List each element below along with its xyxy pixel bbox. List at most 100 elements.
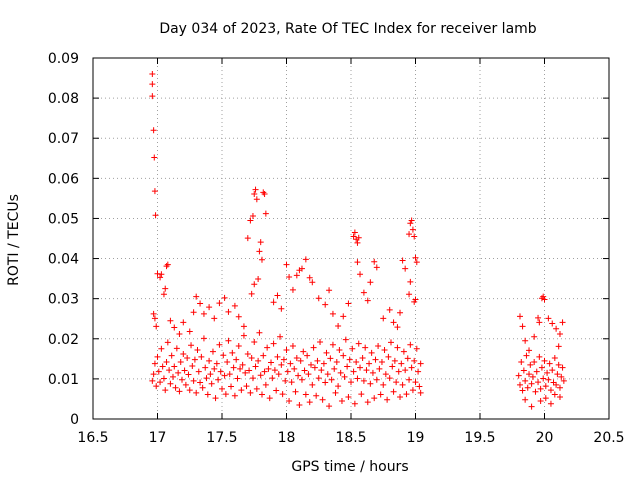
- data-point: [266, 395, 273, 402]
- data-point: [231, 392, 238, 399]
- plot-frame: [92, 57, 610, 420]
- data-point: [253, 196, 260, 203]
- data-point: [204, 391, 211, 398]
- data-point: [239, 361, 246, 368]
- data-point: [252, 186, 259, 193]
- data-point: [270, 340, 277, 347]
- data-point: [194, 347, 201, 354]
- data-point: [249, 375, 256, 382]
- data-point: [158, 271, 165, 278]
- data-point: [176, 388, 183, 395]
- data-point: [354, 259, 361, 266]
- data-point: [402, 265, 409, 272]
- data-point: [193, 389, 200, 396]
- data-point: [387, 339, 394, 346]
- data-point: [202, 364, 209, 371]
- data-point: [197, 379, 204, 386]
- data-point: [412, 296, 419, 303]
- data-point: [544, 369, 551, 376]
- data-point: [417, 389, 424, 396]
- data-point: [182, 381, 189, 388]
- data-point: [277, 333, 284, 340]
- data-point: [393, 379, 400, 386]
- data-point: [306, 399, 313, 406]
- data-point: [212, 395, 219, 402]
- data-point: [345, 300, 352, 307]
- data-point: [284, 368, 291, 375]
- data-point: [215, 376, 222, 383]
- data-point: [302, 256, 309, 263]
- data-point: [162, 285, 169, 292]
- data-point: [216, 300, 223, 307]
- data-point: [233, 356, 240, 363]
- data-point: [167, 317, 174, 324]
- data-point: [242, 369, 249, 376]
- data-point: [413, 259, 420, 266]
- data-point: [354, 375, 361, 382]
- y-axis-label: ROTI / TECUs: [6, 194, 22, 286]
- data-point: [166, 367, 173, 374]
- data-point: [246, 367, 253, 374]
- data-point: [151, 315, 158, 322]
- data-point: [519, 387, 526, 394]
- data-point: [556, 393, 563, 400]
- data-point: [315, 295, 322, 302]
- data-point: [157, 274, 164, 281]
- data-point: [164, 261, 171, 268]
- data-point: [314, 357, 321, 364]
- data-point: [289, 286, 296, 293]
- data-point: [416, 383, 423, 390]
- data-point: [309, 381, 316, 388]
- data-point: [235, 342, 242, 349]
- data-point: [200, 335, 207, 342]
- data-point: [295, 372, 302, 379]
- data-point: [206, 357, 213, 364]
- data-point: [155, 368, 162, 375]
- data-point: [149, 81, 156, 88]
- data-point: [283, 347, 290, 354]
- data-point: [160, 375, 167, 382]
- data-point: [553, 381, 560, 388]
- data-point: [533, 368, 540, 375]
- data-point: [301, 367, 308, 374]
- data-point: [331, 365, 338, 372]
- data-point: [399, 257, 406, 264]
- data-point: [338, 397, 345, 404]
- data-point: [185, 371, 192, 378]
- data-point: [265, 365, 272, 372]
- data-point: [269, 375, 276, 382]
- data-point: [516, 313, 523, 320]
- data-point: [180, 319, 187, 326]
- data-point: [386, 306, 393, 313]
- data-point: [413, 345, 420, 352]
- data-point: [526, 347, 533, 354]
- data-point: [287, 360, 294, 367]
- data-point: [298, 376, 305, 383]
- data-point: [282, 377, 289, 384]
- data-point: [190, 377, 197, 384]
- data-point: [363, 367, 370, 374]
- data-point: [395, 368, 402, 375]
- data-point: [547, 387, 554, 394]
- data-point: [381, 347, 388, 354]
- data-point: [535, 314, 542, 321]
- data-point: [345, 393, 352, 400]
- data-point: [286, 397, 293, 404]
- data-point: [278, 305, 285, 312]
- data-point: [322, 301, 329, 308]
- data-point: [329, 310, 336, 317]
- data-point: [180, 351, 187, 358]
- data-point: [328, 376, 335, 383]
- data-point: [404, 355, 411, 362]
- y-tick-label: 0.08: [48, 91, 79, 107]
- x-axis-label: GPS time / hours: [291, 459, 408, 475]
- data-point: [255, 276, 262, 283]
- data-point: [249, 213, 256, 220]
- data-point: [366, 360, 373, 367]
- x-tick-label: 18: [278, 430, 296, 446]
- data-point: [157, 379, 164, 386]
- data-point: [291, 365, 298, 372]
- data-point: [516, 381, 523, 388]
- data-point: [151, 360, 158, 367]
- data-point: [357, 364, 364, 371]
